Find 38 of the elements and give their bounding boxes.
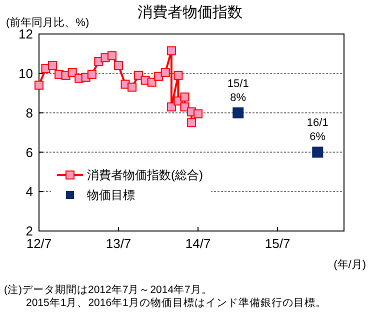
legend-label: 物価目標 bbox=[87, 188, 135, 202]
point bbox=[160, 68, 170, 77]
point bbox=[147, 78, 156, 87]
x-tick-label: 14/7 bbox=[185, 236, 211, 251]
point bbox=[128, 82, 137, 92]
x-tick-label: 12/7 bbox=[26, 236, 52, 251]
y-tick-label: 4 bbox=[26, 184, 33, 200]
point bbox=[87, 70, 96, 79]
point bbox=[312, 146, 324, 158]
text: 2015年1月、2016年1月の物価目標はインド準備銀行の目標。 bbox=[26, 297, 326, 309]
point bbox=[180, 92, 190, 102]
point bbox=[107, 51, 116, 60]
legend-label: 消費者物価指数(総合) bbox=[87, 168, 203, 182]
point bbox=[187, 118, 196, 128]
point bbox=[48, 61, 58, 70]
point bbox=[134, 70, 144, 80]
y-tick-label: 12 bbox=[18, 26, 33, 42]
annotation: 16/1 6% bbox=[306, 117, 328, 144]
point bbox=[114, 61, 124, 70]
text: (注)データ期間は2012年7月～2014年7月。 bbox=[4, 283, 212, 296]
point bbox=[166, 46, 176, 56]
point bbox=[174, 70, 183, 80]
annotation: 15/1 8% bbox=[227, 78, 249, 104]
y-tick-label: 10 bbox=[18, 66, 33, 81]
point bbox=[34, 80, 44, 90]
y-tick-label: 6 bbox=[26, 144, 33, 160]
x-tick-label: 15/7 bbox=[264, 236, 290, 251]
x-axis-title: (年/月) bbox=[334, 259, 366, 271]
point bbox=[232, 107, 244, 118]
x-tick-label: 13/7 bbox=[106, 236, 132, 251]
y-axis-title: (前年同月比、%) bbox=[6, 16, 90, 29]
point bbox=[194, 109, 203, 118]
point bbox=[180, 102, 190, 112]
y-tick-label: 2 bbox=[26, 224, 33, 239]
y-tick-label: 8 bbox=[26, 105, 33, 120]
point bbox=[68, 68, 77, 77]
point bbox=[166, 102, 176, 112]
chart-title: 消費者物価指数 bbox=[138, 4, 242, 21]
